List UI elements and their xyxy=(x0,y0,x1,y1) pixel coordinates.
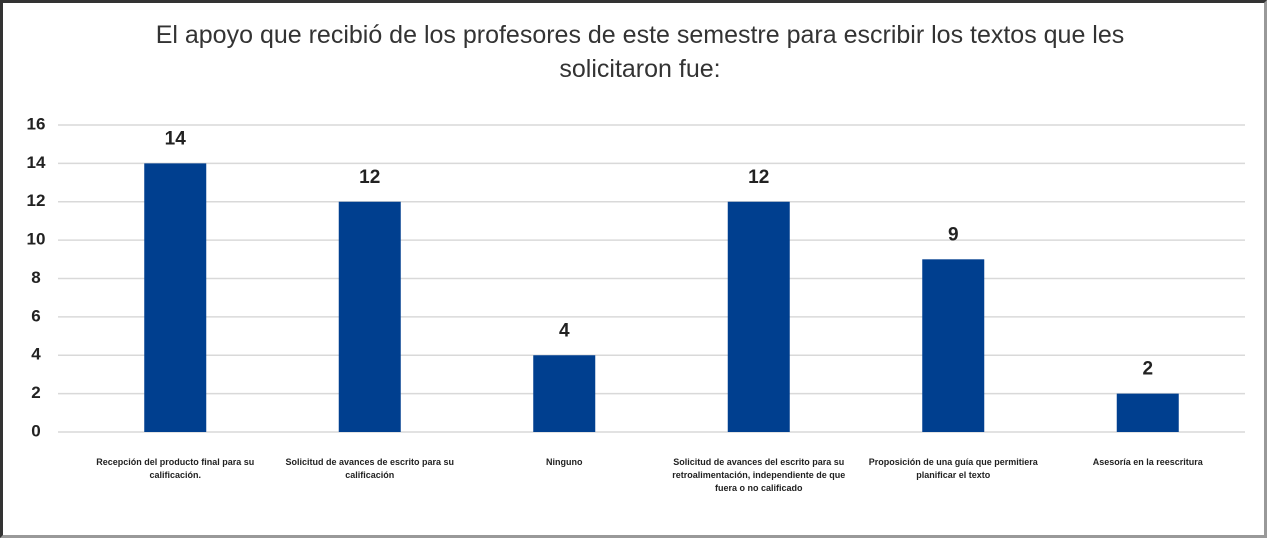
bar xyxy=(922,259,985,432)
y-tick-label: 8 xyxy=(31,268,40,287)
y-tick-label: 4 xyxy=(31,345,41,364)
bar xyxy=(144,163,207,432)
x-tick-label: Asesoría en la reescritura xyxy=(1092,457,1203,467)
data-label: 2 xyxy=(1142,359,1153,380)
x-tick-label: Proposición de una guía que permitiera p… xyxy=(868,457,1038,480)
y-tick-label: 0 xyxy=(31,421,40,440)
y-tick-label: 14 xyxy=(27,153,46,172)
y-tick-label: 10 xyxy=(27,230,46,249)
x-tick-label: Recepción del producto final para su cal… xyxy=(96,457,255,480)
chart-title: El apoyo que recibió de los profesores d… xyxy=(155,21,1125,83)
data-label: 12 xyxy=(748,167,769,188)
y-tick-label: 6 xyxy=(31,306,40,325)
bar xyxy=(338,201,401,432)
x-tick-label: Solicitud de avances de escrito para su … xyxy=(285,457,455,480)
data-label: 9 xyxy=(948,224,959,245)
y-tick-label: 12 xyxy=(27,191,46,210)
data-label: 4 xyxy=(559,320,570,341)
bar xyxy=(727,201,790,432)
data-label: 14 xyxy=(165,128,187,149)
data-label: 12 xyxy=(359,167,380,188)
x-tick-label: Ninguno xyxy=(546,457,583,467)
y-tick-label: 16 xyxy=(27,114,46,133)
bar xyxy=(533,355,596,432)
x-tick-label: Solicitud de avances del escrito para su… xyxy=(672,457,846,493)
bar xyxy=(1116,393,1179,432)
y-tick-label: 2 xyxy=(31,383,40,402)
